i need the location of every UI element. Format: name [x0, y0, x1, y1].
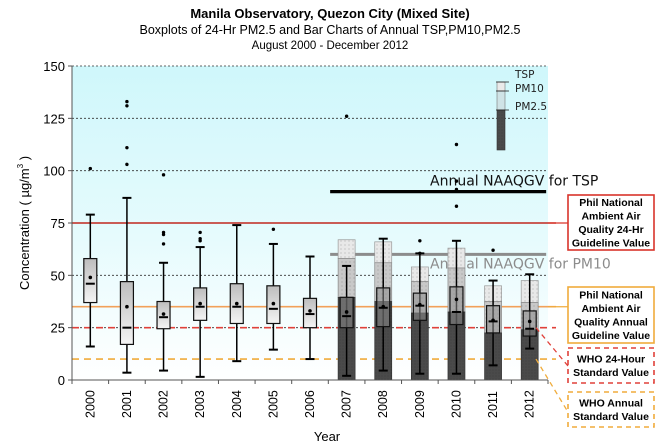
- legend-label-pm10: PM10: [515, 83, 544, 95]
- y-axis-label-main: Concentration ( µg/m: [17, 168, 32, 290]
- x-tick-label-2009: 2009: [413, 390, 427, 418]
- legend-swatch-pm25: [496, 109, 506, 151]
- x-tick-label-2001: 2001: [120, 390, 134, 418]
- outlier-2010-1: [454, 179, 459, 183]
- annotation-box-0: [567, 194, 655, 251]
- outlier-2000-0: [88, 166, 93, 171]
- outlier-2011-0: [491, 248, 495, 252]
- chart-period: August 2000 - December 2012: [252, 40, 409, 52]
- y-tick-label-75: 75: [51, 216, 65, 231]
- annotation-text-0-0: Phil National: [579, 197, 643, 209]
- annotation-text-0-2: Quality 24-Hr: [578, 224, 643, 236]
- outlier-2002-3: [161, 242, 166, 246]
- mean-2009: [418, 302, 422, 307]
- x-axis-label: Year: [314, 429, 341, 444]
- annotation-text-1-0: Phil National: [579, 290, 643, 302]
- annotation-text-3-0: WHO Annual: [579, 398, 643, 410]
- x-tick-label-2002: 2002: [157, 390, 171, 418]
- x-tick-label-2007: 2007: [340, 390, 354, 418]
- mean-2006: [308, 309, 312, 313]
- x-tick-label-2000: 2000: [83, 390, 97, 418]
- chart-subtitle: Boxplots of 24-Hr PM2.5 and Bar Charts o…: [140, 23, 521, 37]
- y-axis-label-close: ): [17, 156, 32, 164]
- x-tick-label-2012: 2012: [523, 390, 537, 418]
- mean-2012: [527, 319, 532, 324]
- outlier-2009-0: [418, 239, 422, 243]
- outlier-2005-0: [271, 227, 276, 231]
- box-2006: [302, 297, 318, 329]
- x-tick-label-2010: 2010: [449, 390, 463, 418]
- boxplots: [83, 99, 537, 378]
- annotation-box-1: [567, 286, 655, 344]
- bar-legend: TSP PM10 PM2.5: [496, 69, 547, 151]
- mean-2001: [125, 304, 129, 309]
- mean-2004: [234, 301, 239, 306]
- reference-line-label-1: Annual NAAQGV for PM10: [430, 256, 611, 272]
- annotation-text-1-3: Guideline Value: [572, 330, 650, 342]
- mean-2010: [454, 297, 459, 302]
- y-axis-label-sup: 3: [16, 163, 25, 168]
- annotation-box-3: [567, 391, 655, 428]
- box-2009: [412, 292, 427, 321]
- x-tick-label-2011: 2011: [486, 391, 500, 418]
- box-2001: [119, 281, 135, 346]
- box-2012: [522, 310, 537, 337]
- x-tick-label-2008: 2008: [376, 390, 390, 418]
- x-tick-label-2004: 2004: [230, 390, 244, 418]
- y-tick-label-25: 25: [51, 321, 65, 336]
- mean-2011: [491, 318, 495, 323]
- y-axis-label: Concentration ( µg/m3 ): [16, 156, 32, 290]
- annotation-text-1-2: Quality Annual: [574, 317, 648, 329]
- mean-2007: [344, 310, 349, 314]
- outlier-2009-1: [418, 251, 422, 256]
- reference-line-label-0: Annual NAAQGV for TSP: [430, 174, 598, 190]
- bar-tsp-2007: [337, 239, 356, 259]
- outlier-2002-2: [161, 232, 166, 237]
- y-tick-label-0: 0: [58, 373, 65, 388]
- annotation-connector-3: [535, 358, 569, 413]
- y-tick-label-150: 150: [43, 59, 65, 74]
- annotation-text-2-1: Standard Value: [573, 367, 649, 379]
- outlier-2003-2: [198, 239, 202, 243]
- annotation-text-1-1: Ambient Air: [581, 303, 640, 315]
- legend-swatch-tsp: [496, 81, 506, 92]
- y-tick-label-125: 125: [43, 111, 65, 126]
- x-tick-label-2005: 2005: [266, 390, 280, 418]
- y-tick-label-50: 50: [51, 268, 65, 283]
- axes: 0 25 50 75 100 125 150 2000 2001 2002 2003 2004 2005…: [43, 59, 549, 418]
- annotation-text-0-1: Ambient Air: [581, 211, 640, 223]
- x-tick-label-2006: 2006: [303, 390, 317, 418]
- outlier-2002-0: [161, 173, 166, 177]
- outlier-2003-0: [198, 230, 202, 235]
- legend-label-tsp: TSP: [514, 69, 534, 81]
- outlier-2001-0: [125, 99, 129, 104]
- outlier-2010-0: [454, 142, 459, 147]
- annotation-text-0-3: Guideline Value: [572, 238, 650, 250]
- annotation-text-2-0: WHO 24-Hour: [577, 354, 645, 366]
- legend-swatch-pm10: [496, 90, 506, 111]
- mean-2000: [88, 275, 93, 280]
- outlier-2001-2: [125, 145, 129, 150]
- outlier-2010-3: [454, 204, 459, 208]
- legend-label-pm25: PM2.5: [515, 101, 547, 113]
- annotation-box-2: [567, 347, 655, 384]
- mean-2003: [198, 301, 202, 306]
- outlier-2001-3: [125, 162, 129, 167]
- chart-title: Manila Observatory, Quezon City (Mixed S…: [190, 6, 469, 21]
- outlier-2007-0: [344, 114, 349, 118]
- box-2000: [83, 257, 98, 304]
- x-tick-label-2003: 2003: [193, 390, 207, 418]
- outlier-2010-2: [454, 187, 459, 192]
- mean-2008: [381, 304, 386, 309]
- box-2010: [449, 286, 464, 326]
- outlier-2001-1: [125, 104, 129, 108]
- mean-2002: [161, 312, 166, 316]
- y-tick-label-100: 100: [43, 164, 65, 179]
- annotation-text-3-1: Standard Value: [573, 411, 649, 423]
- mean-2005: [271, 301, 276, 306]
